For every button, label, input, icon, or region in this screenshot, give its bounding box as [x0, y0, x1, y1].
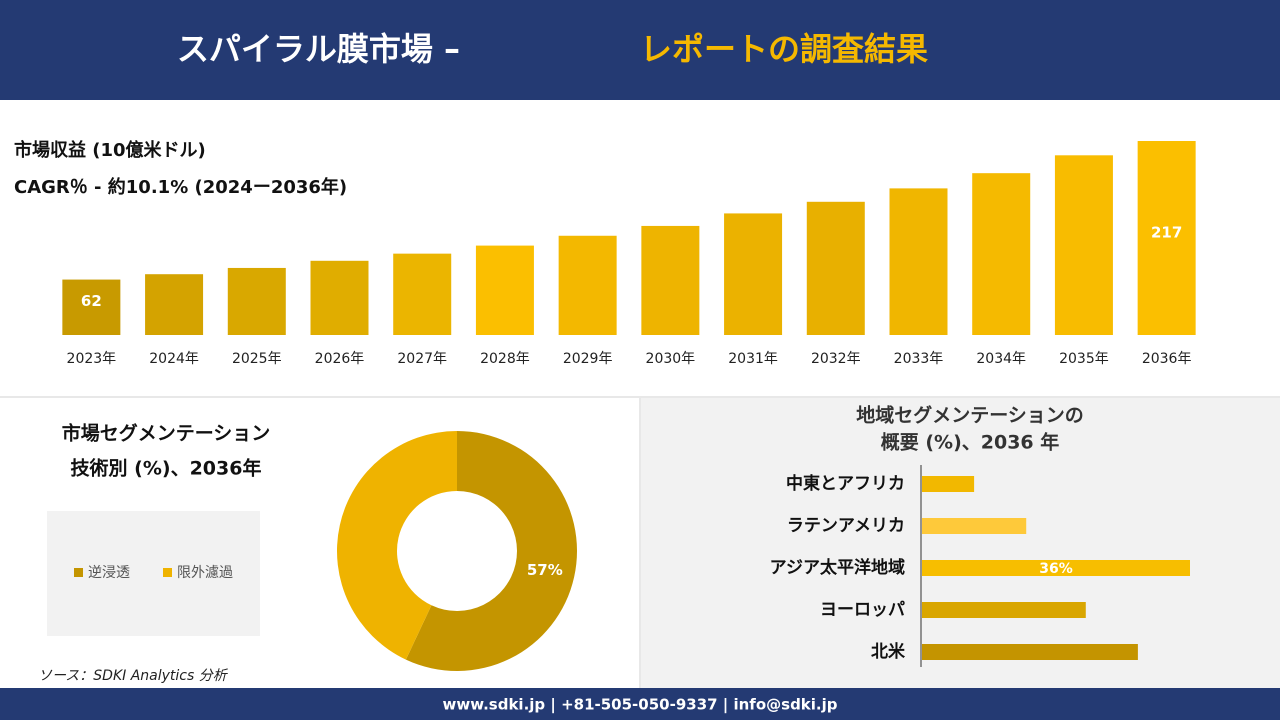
source: ソース：SDKI Analytics 分析 [38, 668, 229, 684]
x-tick-label: 2028年 [480, 351, 530, 367]
x-tick-label: 2024年 [149, 351, 199, 367]
bar [889, 188, 948, 335]
bar [1054, 155, 1113, 335]
donut-slice [337, 431, 457, 660]
bar [922, 560, 1190, 576]
chart-title: 市場収益 (10億米ドル) [14, 139, 206, 161]
x-tick-label: 2025年 [232, 351, 282, 367]
x-tick-label: 2033年 [894, 351, 944, 367]
x-tick-label: 2026年 [315, 351, 365, 367]
chart-title: 市場セグメンテーション [62, 422, 271, 445]
x-tick-label: 2035年 [1059, 351, 1109, 367]
chart-title: 概要 (%)、2036 年 [881, 431, 1060, 454]
bar [227, 267, 286, 335]
bar [724, 213, 783, 335]
footer: www.sdki.jp | +81-505-050-9337 | info@sd… [442, 696, 837, 715]
chart-subtitle: CAGR％ - 約10.1% (2024ー2036年) [14, 176, 347, 198]
chart-title: 技術別 (%)、2036年 [71, 457, 262, 480]
data-label: 36% [1039, 561, 1073, 577]
x-tick-label: 2029年 [563, 351, 613, 367]
legend-swatch [163, 568, 172, 577]
title-main: スパイラル膜市場 – [177, 30, 460, 68]
y-tick-label: 中東とアフリカ [786, 473, 905, 494]
x-tick-label: 2034年 [976, 351, 1026, 367]
y-tick-label: ラテンアメリカ [787, 516, 905, 536]
x-tick-label: 2032年 [811, 351, 861, 367]
footer-bar [0, 688, 1280, 720]
x-tick-label: 2031年 [728, 351, 778, 367]
bar [310, 260, 369, 335]
x-tick-label: 2036年 [1142, 351, 1192, 367]
bar [145, 274, 204, 335]
x-tick-label: 2030年 [646, 351, 696, 367]
bar [558, 235, 617, 335]
data-label: 57% [527, 561, 563, 579]
header-bar [0, 0, 1280, 100]
legend-label: 逆浸透 [88, 565, 130, 581]
region-panel [641, 398, 1280, 688]
bar [922, 644, 1138, 660]
bar [922, 602, 1086, 618]
x-tick-label: 2027年 [397, 351, 447, 367]
legend-swatch [74, 568, 83, 577]
x-tick-label: 2023年 [67, 351, 117, 367]
bar [972, 173, 1031, 335]
y-tick-label: 北米 [871, 641, 906, 662]
data-label: 217 [1151, 224, 1182, 242]
bar [806, 201, 865, 335]
bar [475, 245, 534, 335]
bar [1137, 141, 1196, 335]
chart-title: 地域セグメンテーションの [856, 404, 1084, 427]
y-tick-label: ヨーロッパ [820, 600, 905, 620]
title-highlight: レポートの調査結果 [640, 30, 928, 68]
donut-slice [405, 431, 578, 671]
bar [393, 253, 452, 335]
legend-label: 限外濾過 [177, 565, 233, 581]
bar [62, 279, 121, 335]
bar [922, 518, 1027, 534]
y-tick-label: アジア太平洋地域 [770, 557, 905, 578]
bar [641, 225, 700, 335]
data-label: 62 [81, 292, 102, 310]
bar [922, 476, 975, 492]
